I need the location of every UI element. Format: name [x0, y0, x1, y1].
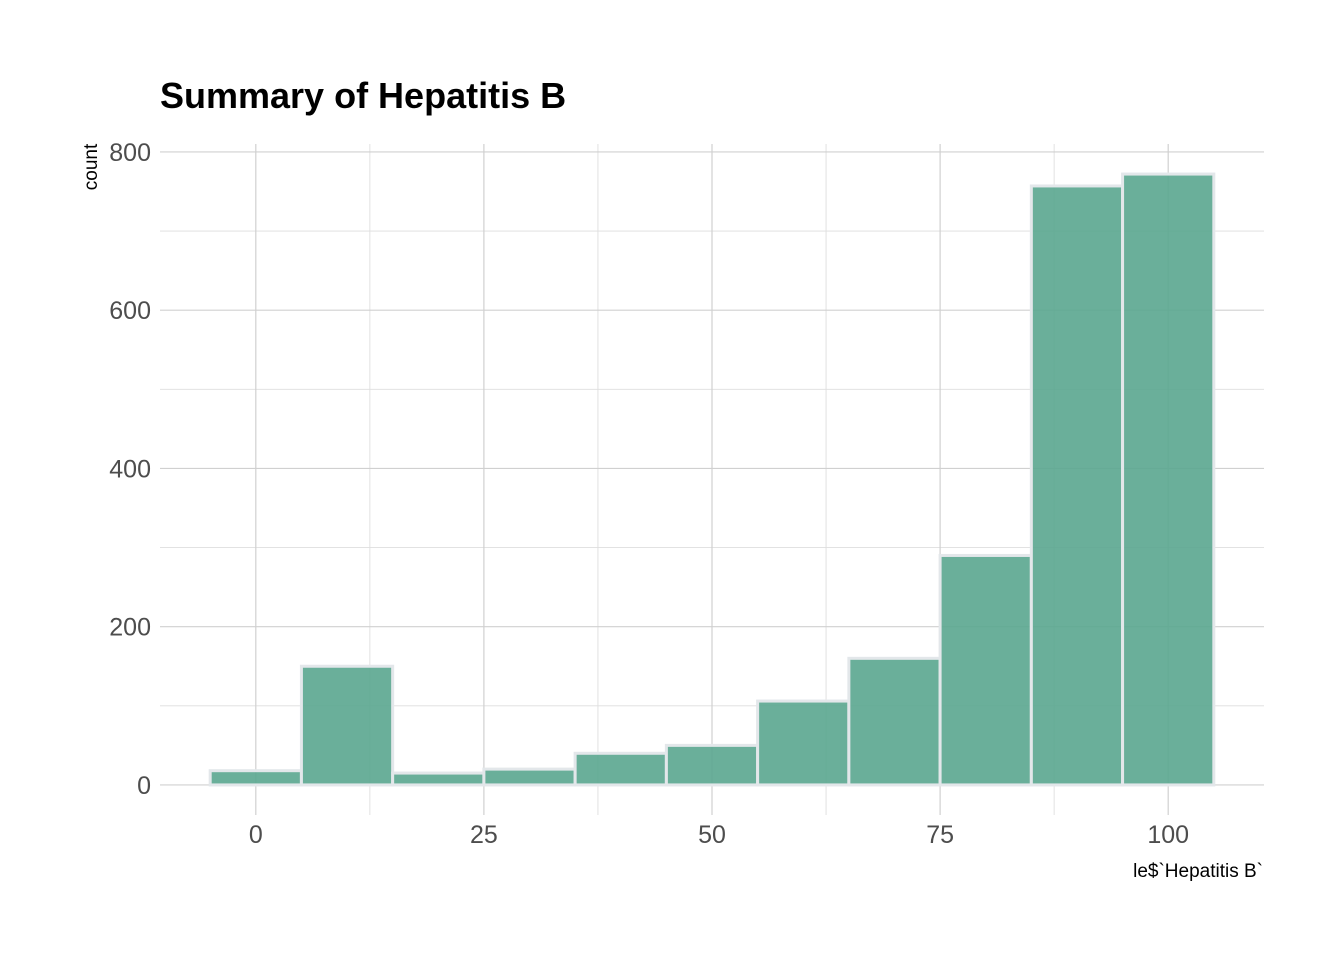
- histogram-bar: [1121, 172, 1216, 787]
- histogram-bar: [938, 553, 1033, 787]
- histogram-bar: [482, 767, 577, 787]
- histogram-bar: [573, 751, 668, 787]
- x-axis-ticks: 0 25 50 75 100: [249, 821, 1189, 849]
- y-axis-ticks: 0 200 400 600 800: [109, 139, 151, 800]
- bars: [208, 172, 1216, 787]
- y-tick-label: 0: [137, 772, 151, 800]
- y-tick-label: 800: [109, 139, 151, 167]
- y-tick-label: 200: [109, 614, 151, 642]
- x-axis-label: le$`Hepatitis B`: [1133, 861, 1263, 882]
- histogram-bar: [756, 699, 851, 787]
- histogram-bar: [208, 769, 303, 787]
- y-axis-label: count: [81, 143, 102, 190]
- y-tick-label: 400: [109, 455, 151, 483]
- chart-title: Summary of Hepatitis B: [160, 75, 566, 116]
- histogram-bar: [391, 771, 486, 787]
- x-tick-label: 50: [698, 821, 726, 849]
- histogram-bar: [847, 656, 942, 787]
- y-tick-label: 600: [109, 297, 151, 325]
- x-tick-label: 0: [249, 821, 263, 849]
- histogram-bar: [299, 664, 395, 787]
- x-tick-label: 75: [926, 821, 954, 849]
- x-tick-label: 25: [470, 821, 498, 849]
- histogram-bar: [1029, 184, 1125, 787]
- histogram-bar: [664, 743, 760, 787]
- x-tick-label: 100: [1147, 821, 1189, 849]
